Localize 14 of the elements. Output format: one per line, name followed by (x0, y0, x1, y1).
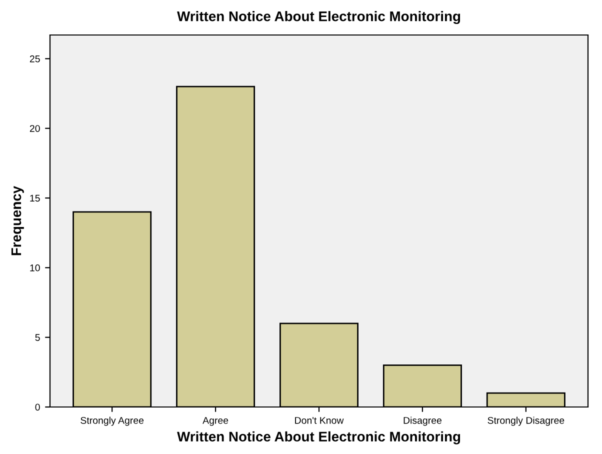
y-tick-label: 10 (30, 264, 40, 272)
y-tick-label: 25 (30, 55, 40, 62)
y-tick-label: 5 (35, 334, 40, 341)
y-tick-label: 0 (35, 404, 40, 411)
x-tick-label: Strongly Agree (80, 416, 144, 426)
chart-title: Written Notice About Electronic Monitoring (177, 11, 460, 24)
x-tick-label: Disagree (404, 416, 442, 426)
x-tick-label: Don't Know (295, 417, 344, 424)
x-axis-title: Written Notice About Electronic Monitoring (177, 431, 460, 444)
y-axis-title: Frequency (11, 186, 24, 256)
y-tick-label: 15 (30, 194, 40, 202)
x-tick-label: Agree (202, 417, 228, 426)
y-tick-label: 20 (30, 125, 40, 132)
x-tick-label: Strongly Disagree (488, 416, 564, 426)
